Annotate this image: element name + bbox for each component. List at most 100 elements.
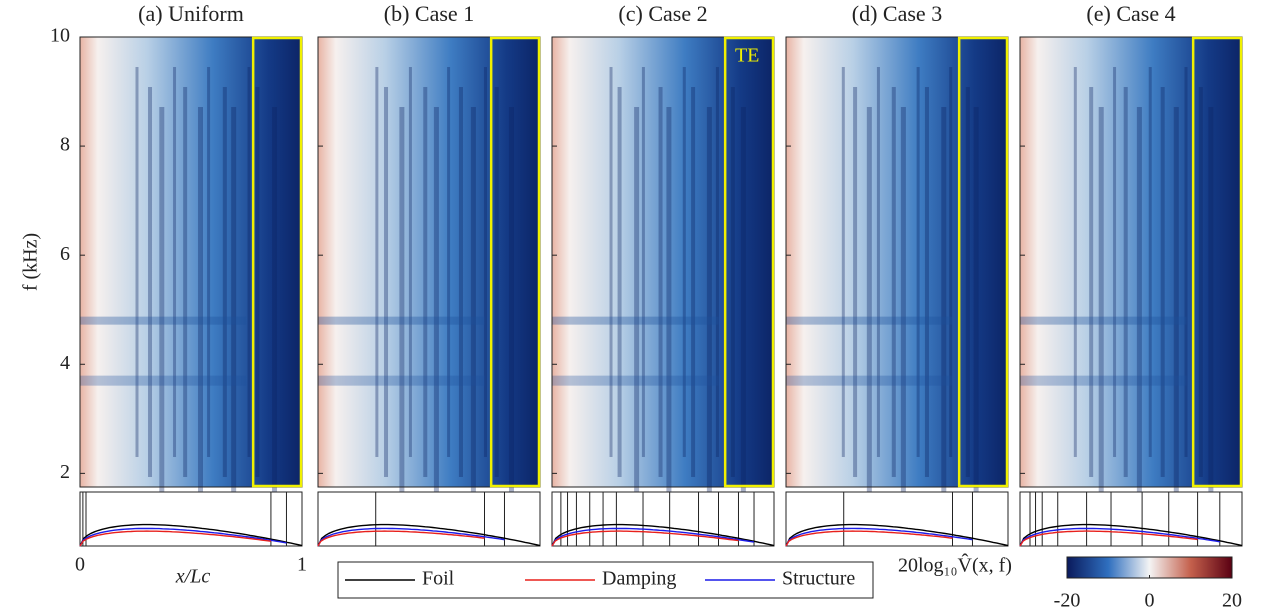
heatmap-streak (207, 67, 211, 457)
heatmap (318, 37, 540, 487)
heatmap-streak (641, 67, 645, 457)
heatmap-band (786, 375, 953, 386)
heatmap-streak (841, 67, 845, 457)
y-tick-label: 10 (50, 25, 70, 47)
te-region (251, 36, 303, 488)
colorbar-tick-label: 0 (1145, 590, 1155, 612)
colorbar (1066, 556, 1233, 579)
te-region (1191, 36, 1243, 488)
heatmap-streak (973, 107, 979, 497)
heatmap-band (318, 316, 485, 325)
legend-label: Foil (422, 568, 455, 590)
heatmap-streak (924, 87, 929, 477)
heatmap-streak (916, 67, 920, 457)
te-region (723, 36, 775, 488)
heatmap-streak (658, 87, 663, 477)
heatmap-streak (706, 107, 712, 497)
heatmap-streak (900, 107, 906, 497)
heatmap-streak (891, 87, 896, 477)
heatmap-streak (691, 87, 696, 477)
profile-damping (317, 530, 485, 547)
profile-structure (785, 527, 973, 547)
heatmap-band (552, 316, 719, 325)
heatmap-streak (159, 107, 165, 497)
heatmap-streak (483, 67, 487, 457)
legend-label: Structure (782, 568, 855, 590)
panel-title: (c) Case 2 (618, 1, 707, 26)
profile-foil (551, 523, 775, 547)
profile-structure (79, 527, 287, 547)
y-axis-label: f (kHz) (20, 233, 42, 291)
profile-structure (1019, 527, 1220, 547)
heatmap-streak (384, 87, 389, 477)
heatmap-band (552, 375, 719, 386)
heatmap-streak (447, 67, 451, 457)
heatmap-streak (666, 107, 672, 497)
heatmap-streak (458, 87, 463, 477)
heatmap-streak (965, 87, 970, 477)
heatmap-streak (1123, 87, 1128, 477)
heatmap-streak (135, 67, 139, 457)
heatmap-streak (941, 107, 947, 497)
profile-frame (79, 491, 303, 547)
heatmap-band (80, 316, 247, 325)
heatmap-streak (730, 87, 735, 477)
heatmap-streak (715, 67, 719, 457)
panel-title: (d) Case 3 (852, 1, 942, 26)
profile-frame (1019, 491, 1243, 547)
profile-foil (317, 523, 541, 547)
profile-structure (551, 527, 755, 547)
heatmap-streak (508, 107, 514, 497)
heatmap-streak (408, 67, 412, 457)
heatmap-streak (1113, 67, 1117, 457)
te-annotation: TE (735, 45, 759, 67)
heatmap (1020, 37, 1242, 487)
profile-damping (785, 530, 953, 547)
heatmap-band (318, 375, 485, 386)
heatmap-streak (470, 107, 476, 497)
heatmap-streak (255, 87, 260, 477)
panel-title: (e) Case 4 (1086, 1, 1175, 26)
heatmap-streak (609, 67, 613, 457)
profile-foil (79, 523, 303, 547)
profile-foil (1019, 523, 1243, 547)
heatmap-streak (148, 87, 153, 477)
profile-frame (317, 491, 541, 547)
legend-label: Damping (602, 568, 676, 590)
heatmap-streak (634, 107, 640, 497)
panel-title: (a) Uniform (138, 1, 244, 26)
colorbar-label: 20log₁₀V̂(x, f) (898, 553, 1012, 577)
heatmap-streak (183, 87, 188, 477)
x-axis-label: x/Lc (175, 566, 211, 588)
heatmap-band (80, 375, 247, 386)
heatmap-streak (173, 67, 177, 457)
heatmap-streak (740, 107, 746, 497)
heatmap-streak (949, 67, 953, 457)
te-region (489, 36, 541, 488)
profile-damping (79, 530, 271, 547)
profile-damping (551, 530, 739, 547)
heatmap-streak (375, 67, 379, 457)
heatmap-streak (433, 107, 439, 497)
heatmap-band (786, 316, 953, 325)
heatmap-streak (682, 67, 686, 457)
colorbar-tick-label: 20 (1222, 590, 1242, 612)
heatmap-streak (853, 87, 858, 477)
te-region (957, 36, 1009, 488)
y-tick-label: 6 (60, 243, 70, 265)
profile-structure (317, 527, 505, 547)
heatmap-streak (1160, 87, 1165, 477)
heatmap-streak (1148, 67, 1152, 457)
x-tick-label: 0 (75, 554, 85, 576)
heatmap-band (1020, 316, 1187, 325)
heatmap-streak (494, 87, 499, 477)
heatmap-streak (1098, 107, 1104, 497)
profile-frame (785, 491, 1009, 547)
heatmap-streak (866, 107, 872, 497)
x-tick-label: 1 (297, 554, 307, 576)
heatmap-streak (1089, 87, 1094, 477)
heatmap-streak (1198, 87, 1203, 477)
panel-title: (b) Case 1 (384, 1, 474, 26)
heatmap-streak (876, 67, 880, 457)
legend-box (337, 561, 874, 599)
